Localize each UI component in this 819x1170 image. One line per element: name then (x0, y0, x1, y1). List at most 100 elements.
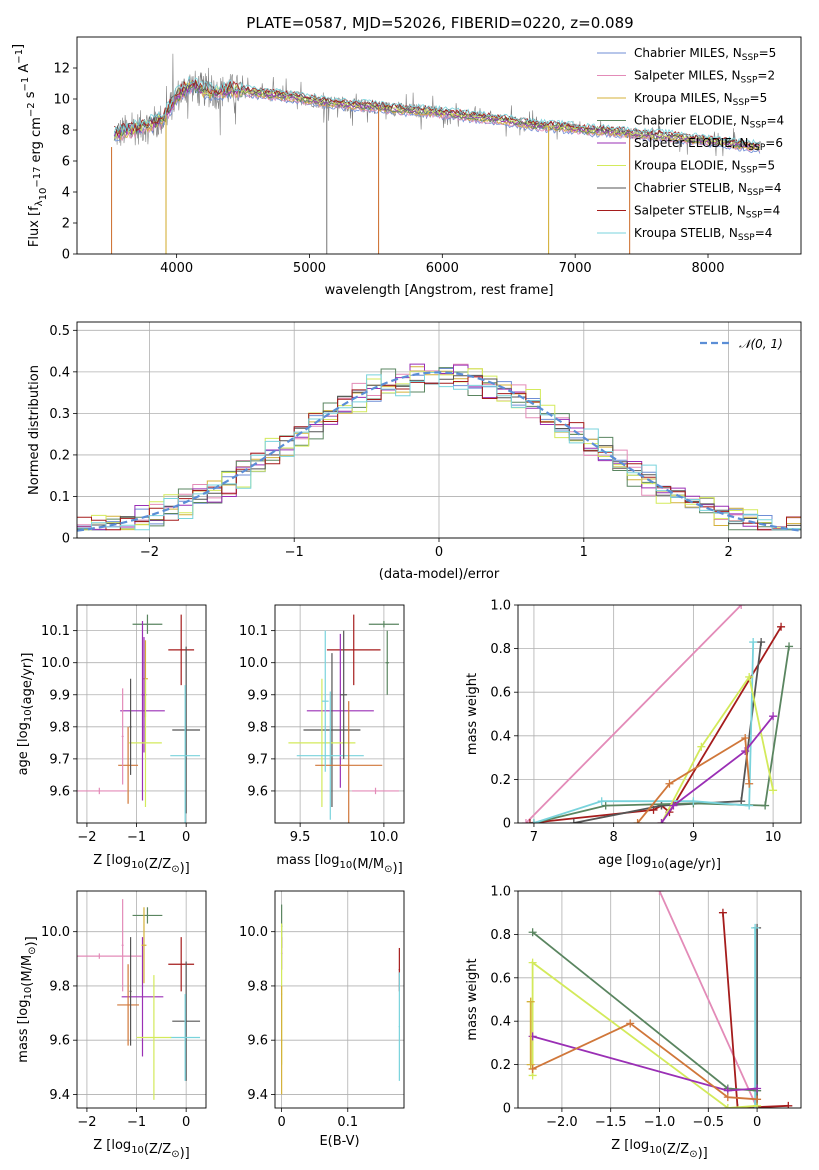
errorbar (129, 678, 132, 775)
weight-marker (777, 622, 786, 631)
y-tick-label: 9.6 (49, 1034, 70, 1049)
legend-label: Salpeter MILES, NSSP=2 (634, 69, 775, 86)
weight-marker (745, 801, 754, 810)
axes-residuals: −2 −1 0 1 2 0 0.1 0.2 0.3 0.4 0.5 𝒩(0, 1) (data-mode… (27, 321, 802, 582)
legend-label: Chabrier MILES, NSSP=5 (634, 46, 776, 63)
x-tick-label: 4000 (160, 261, 193, 276)
weight-marker (741, 733, 750, 742)
weight-marker (525, 819, 534, 823)
weight-marker (749, 638, 758, 647)
y-tick-label: 6 (62, 155, 70, 170)
x-tick-label: 0 (182, 830, 190, 845)
y-tick-label: 1.0 (490, 885, 511, 900)
plot-area (77, 891, 206, 1108)
plot-area (275, 891, 404, 1108)
plot-area (518, 605, 801, 823)
weight-marker (597, 797, 606, 806)
weight-marker (633, 819, 642, 823)
x-axis-label: Z [log10(Z/Z⊙)] (611, 1138, 707, 1161)
axes-frame (517, 890, 802, 1109)
weight-marker (655, 891, 664, 895)
weight-series (718, 908, 793, 1108)
errorbar (303, 653, 361, 807)
y-tick-label: 9.6 (247, 784, 268, 799)
errorbar (141, 907, 147, 984)
axes-frame (76, 36, 802, 255)
y-tick-label: 0.6 (490, 971, 511, 986)
axes-mass_vs_ebv: 0 0.1 9.4 9.6 9.8 10.0 E(B-V) (239, 890, 405, 1149)
errorbar (306, 633, 374, 788)
errorbar (136, 975, 172, 1100)
y-tick-label: 9.9 (247, 688, 268, 703)
y-tick-label: 0.8 (490, 642, 511, 657)
y-tick-label: 10.0 (41, 925, 70, 940)
axes-frame (274, 890, 405, 1109)
x-tick-label: 1 (580, 545, 588, 560)
line-series (521, 605, 794, 823)
x-tick-label: 8 (610, 830, 618, 845)
weight-marker (697, 742, 706, 751)
y-tick-label: 2 (62, 217, 70, 232)
weight-marker (526, 997, 535, 1006)
x-axis-label: mass [log10(M/M⊙)] (276, 853, 402, 876)
errorbar (121, 899, 124, 992)
y-tick-label: 10.1 (41, 624, 70, 639)
y-axis-label: Normed distribution (27, 365, 42, 495)
y-tick-label: 0.8 (490, 928, 511, 943)
y-tick-label: 0 (503, 1102, 511, 1117)
weight-series (528, 1019, 762, 1104)
weight-marker (657, 801, 666, 810)
errorbar (132, 907, 163, 924)
y-tick-label: 0.3 (49, 407, 70, 422)
x-tick-label: 10.0 (369, 830, 398, 845)
weight-marker (769, 786, 778, 795)
axes-frame (76, 321, 802, 539)
axes-mass_vs_Z: −2 −1 0 9.4 9.6 9.8 10.0 Z [log10(Z/Z⊙)] mass [l… (16, 890, 207, 1161)
weight-line (525, 605, 742, 823)
weight-series (526, 997, 535, 1069)
errorbar (170, 994, 201, 1081)
line-series (526, 891, 793, 1108)
plot-area (275, 605, 404, 823)
x-tick-label: 9.5 (290, 830, 311, 845)
weight-series (521, 605, 746, 823)
weight-marker (601, 801, 610, 810)
model-spectrum (113, 80, 761, 149)
errorbar (129, 937, 132, 1046)
errorbar (352, 787, 399, 795)
x-tick-label: 7 (530, 830, 538, 845)
x-tick-label: −2 (77, 1115, 96, 1130)
y-axis-label: mass weight (465, 958, 480, 1040)
errorbar-series (280, 904, 401, 1095)
weight-marker (753, 1084, 762, 1093)
legend-label: Chabrier ELODIE, NSSP=4 (634, 114, 784, 131)
histogram-step (77, 372, 801, 531)
x-tick-label: −0.5 (693, 1115, 725, 1130)
errorbar (368, 621, 399, 628)
y-tick-label: 9.7 (49, 752, 70, 767)
errorbar-series (77, 899, 201, 1100)
errorbar (132, 614, 163, 634)
weight-marker (733, 1104, 742, 1108)
axes-age_vs_Z: −2 −1 0 9.6 9.7 9.8 9.9 10.0 10.1 Z [log10(Z/Z⊙)]… (16, 604, 207, 876)
weight-marker (521, 819, 530, 823)
weight-marker (528, 1064, 537, 1073)
weight-marker (784, 1101, 793, 1108)
weight-marker (757, 638, 766, 647)
y-tick-label: 9.6 (247, 1034, 268, 1049)
x-axis-label: Z [log10(Z/Z⊙)] (93, 853, 189, 876)
y-tick-label: 1.0 (490, 599, 511, 614)
x-tick-label: 2 (724, 545, 732, 560)
errorbar (120, 621, 165, 801)
errorbar (321, 630, 329, 772)
errorbar (77, 953, 142, 959)
y-axis-label: mass [log10(M/M⊙)] (16, 936, 39, 1062)
model-spectrum (113, 84, 761, 154)
errorbar (168, 937, 195, 992)
weight-series (528, 1032, 762, 1095)
errorbar (168, 614, 195, 686)
errorbar (340, 630, 348, 759)
axes-frame (274, 604, 405, 824)
